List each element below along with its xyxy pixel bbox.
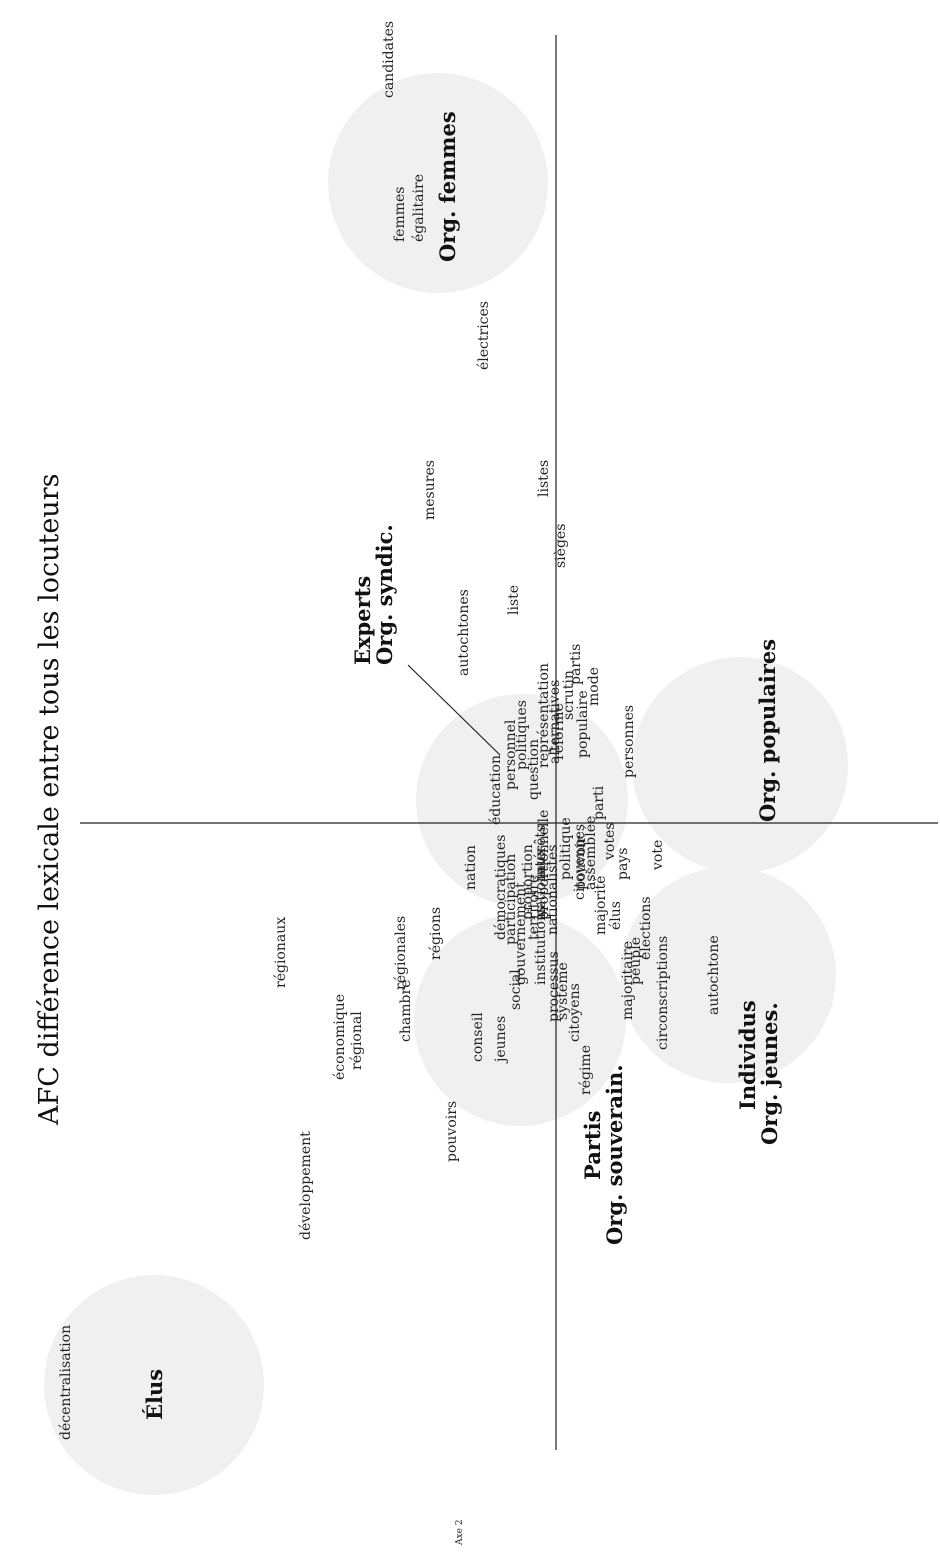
bubble-partis-souverain: [414, 914, 626, 1126]
word-label: citoyens: [567, 983, 583, 1042]
word-label: pouvoir: [573, 836, 589, 890]
bubble-org-populaires: [632, 657, 848, 873]
diagram-title: AFC différence lexicale entre tous les l…: [34, 474, 65, 1126]
word-label: institutions: [533, 905, 549, 985]
word-label: décentralisation: [58, 1325, 74, 1440]
word-label: processus: [546, 951, 562, 1022]
word-label: régime: [578, 1045, 594, 1095]
group-label: Org. femmes: [435, 111, 460, 262]
word-label: femmes: [392, 187, 408, 243]
group-label: Élus: [142, 1369, 167, 1420]
bubbles: [44, 73, 848, 1495]
word-label: conseil: [470, 1012, 486, 1062]
word-label: chambre: [398, 980, 414, 1042]
word-label: territoire: [526, 875, 542, 940]
leader-line-experts: [407, 664, 501, 756]
word-label: jeunes: [493, 1016, 509, 1064]
word-label: nationaux: [533, 848, 549, 918]
group-label: Org. souverain.: [602, 1064, 627, 1245]
word-label: nationalistes: [545, 845, 561, 936]
group-labels: Org. femmes Experts Org. syndic. Org. po…: [142, 111, 782, 1420]
word-label: élus: [608, 901, 624, 930]
word-label: votes: [602, 823, 618, 861]
axis-label: Axe 2: [455, 1520, 465, 1547]
word-label: nation: [463, 845, 479, 890]
word-label: égalitaire: [411, 174, 427, 242]
bubble-org-femmes: [328, 73, 548, 293]
word-label: pouvoirs: [444, 1101, 460, 1162]
word-label: populaire: [575, 690, 591, 758]
axes: [80, 35, 938, 1450]
word-label: économique: [332, 994, 348, 1080]
word-label: personnel: [503, 719, 519, 790]
word-label: social: [508, 969, 524, 1010]
word-labels: candidates femmes égalitaire électrices …: [58, 21, 722, 1440]
word-label: gouvernement: [513, 882, 529, 985]
group-label: Individus: [735, 1000, 760, 1110]
word-label: régional: [349, 1011, 365, 1070]
group-label: Org. syndic.: [372, 524, 397, 665]
word-label: régions: [428, 907, 444, 960]
word-label: alternatives: [547, 680, 563, 764]
bubble-elus: [44, 1275, 264, 1495]
word-label: partis: [568, 644, 584, 685]
word-label: politiques: [514, 700, 530, 770]
word-label: électrices: [476, 301, 492, 370]
bubble-experts-syndic: [416, 694, 628, 906]
word-label: régionales: [393, 916, 409, 990]
word-label: circonscriptions: [655, 936, 671, 1050]
group-label: Experts: [350, 576, 375, 665]
word-label: proportion: [520, 844, 536, 920]
word-label: scrutin: [561, 670, 577, 720]
word-label: développement: [298, 1131, 314, 1240]
word-label: vote: [650, 840, 666, 871]
word-label: régionaux: [273, 917, 289, 988]
word-label: intérêts: [533, 825, 549, 880]
word-label: mode: [586, 667, 602, 706]
word-label: question: [526, 739, 542, 800]
word-label: majorité: [593, 876, 609, 935]
word-label: peuple: [628, 937, 644, 985]
group-label: Org. jeunes.: [757, 1002, 782, 1145]
word-label: réforme: [551, 703, 567, 760]
word-label: personnes: [621, 705, 637, 778]
word-label: candidates: [381, 21, 397, 98]
word-label: citoyennes: [572, 824, 588, 900]
word-label: listes: [536, 460, 552, 497]
group-label: Org. populaires: [755, 639, 780, 822]
word-label: pays: [615, 848, 631, 880]
group-label: Partis: [580, 1111, 605, 1180]
word-label: majoritaire: [620, 941, 636, 1020]
word-label: participation: [503, 854, 519, 945]
word-label: autochtones: [456, 589, 472, 676]
word-label: démocratiques: [493, 835, 509, 940]
word-label: proportionnelle: [536, 810, 552, 920]
word-label: politique: [558, 817, 574, 880]
word-label: assemblée: [583, 816, 599, 890]
word-label: liste: [506, 585, 522, 615]
word-label: parti: [591, 785, 607, 820]
bubble-individus-jeunes: [620, 867, 836, 1083]
word-label: sièges: [553, 524, 569, 568]
word-label: mesures: [422, 460, 438, 520]
word-label: système: [555, 962, 571, 1020]
word-label: élections: [638, 896, 654, 960]
word-label: éducation: [488, 755, 504, 825]
word-label: autochtone: [706, 935, 722, 1015]
word-label: représentation: [536, 663, 552, 768]
